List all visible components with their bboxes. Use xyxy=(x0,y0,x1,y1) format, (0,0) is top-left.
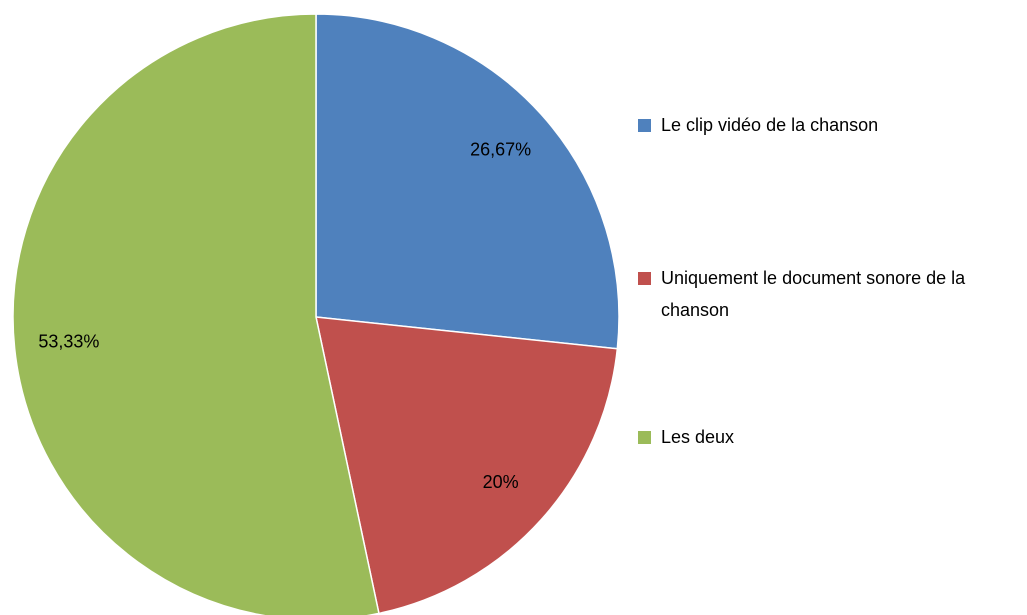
legend-label: Les deux xyxy=(661,427,735,447)
legend-item: Uniquement le document sonore de la chan… xyxy=(636,262,1021,326)
data-label: 53,33% xyxy=(38,332,99,352)
pie-slice xyxy=(315,316,619,615)
data-label: 26,67% xyxy=(470,140,531,160)
legend-label: Le clip vidéo de la chanson xyxy=(661,115,879,135)
legend-swatch xyxy=(638,119,651,132)
data-label: 20% xyxy=(483,472,519,492)
legend-swatch xyxy=(638,431,651,444)
pie-slice xyxy=(315,13,620,350)
pie-slice xyxy=(12,13,380,615)
legend-item: Les deux xyxy=(636,421,1021,453)
legend-swatch xyxy=(638,272,651,285)
legend-item: Le clip vidéo de la chanson xyxy=(636,109,1021,141)
legend-label: Uniquement le document sonore de la chan… xyxy=(661,268,966,320)
